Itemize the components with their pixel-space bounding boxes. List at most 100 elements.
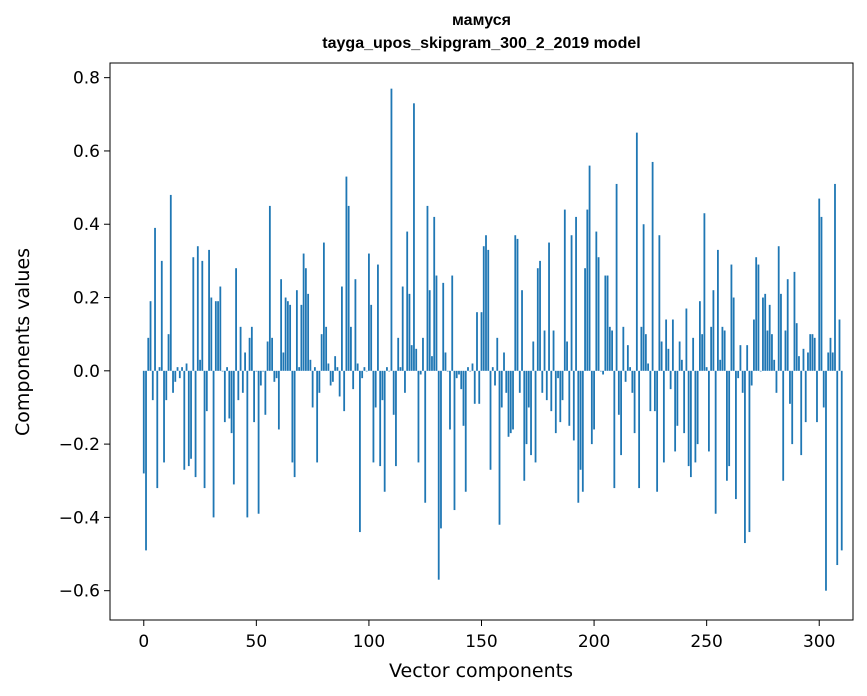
bar — [190, 370, 192, 459]
bar — [622, 326, 625, 371]
bar — [365, 370, 368, 372]
bar — [286, 301, 289, 371]
bar — [368, 253, 370, 371]
bar — [804, 370, 807, 423]
bar — [590, 370, 593, 445]
bar — [782, 370, 785, 481]
bar — [777, 246, 780, 371]
bar — [284, 297, 287, 371]
bar — [802, 348, 805, 371]
bar — [525, 370, 528, 445]
bar — [496, 337, 499, 371]
bar — [210, 297, 213, 371]
x-tick-label: 200 — [578, 632, 610, 652]
bar — [570, 235, 573, 371]
bar — [512, 370, 514, 430]
bar — [701, 334, 704, 371]
bar — [320, 334, 323, 371]
bar — [293, 370, 296, 478]
bar — [771, 334, 773, 371]
bar — [392, 370, 395, 415]
bar — [165, 370, 168, 401]
bar — [228, 370, 231, 419]
bar — [757, 264, 760, 371]
bar — [298, 367, 301, 371]
bar — [505, 370, 508, 393]
bar — [338, 370, 341, 397]
y-axis-ticks: −0.6 −0.4 −0.2 0.0 0.2 0.4 0.6 0.8 — [59, 69, 110, 602]
x-tick-label: 0 — [138, 632, 149, 652]
bar — [413, 103, 415, 371]
bar — [379, 370, 382, 467]
bar — [386, 367, 388, 371]
bar — [633, 370, 636, 434]
bar — [464, 370, 467, 492]
bar — [737, 370, 740, 379]
bar — [214, 301, 217, 371]
bar — [154, 227, 156, 371]
bar — [584, 268, 586, 371]
bar — [332, 370, 334, 382]
bar — [629, 367, 631, 371]
x-tick-label: 100 — [353, 632, 385, 652]
bar — [462, 370, 465, 426]
bar — [313, 367, 316, 371]
chart-title-line-1: мамуся — [452, 12, 511, 29]
bar — [568, 370, 571, 426]
bar — [703, 213, 706, 371]
bar — [651, 161, 654, 371]
bar — [518, 370, 521, 393]
bar — [408, 293, 411, 371]
bar — [404, 370, 406, 393]
bar — [246, 370, 249, 518]
bar — [485, 235, 487, 371]
bar — [780, 293, 782, 371]
bar — [383, 370, 386, 492]
bar — [363, 367, 366, 371]
bar — [437, 370, 440, 580]
y-tick-label: 0.2 — [73, 289, 100, 309]
bar — [302, 253, 305, 371]
bar — [444, 352, 447, 371]
bar — [181, 367, 183, 371]
bar — [476, 312, 478, 371]
bar — [282, 352, 285, 371]
bar — [264, 370, 267, 415]
bar — [741, 370, 744, 393]
bar — [428, 290, 431, 371]
bar — [631, 370, 634, 393]
bar — [561, 370, 564, 401]
bar — [257, 370, 260, 514]
bar — [816, 370, 818, 423]
bar — [552, 330, 555, 371]
bar — [273, 370, 276, 382]
bar — [825, 370, 827, 591]
bar — [559, 370, 562, 423]
bar — [543, 330, 546, 371]
bar — [566, 341, 568, 371]
bar — [291, 370, 294, 463]
bar — [593, 370, 595, 430]
bar — [370, 304, 373, 371]
bar — [626, 345, 629, 371]
bar — [205, 370, 208, 412]
bar — [145, 370, 147, 551]
bar — [467, 367, 469, 371]
bar — [750, 370, 753, 386]
bar — [147, 337, 150, 371]
bar — [151, 370, 154, 401]
bar — [604, 275, 607, 371]
bar — [671, 319, 674, 371]
bar — [653, 370, 656, 412]
bar — [449, 370, 451, 430]
bar — [372, 370, 375, 463]
y-tick-label: −0.6 — [59, 582, 100, 602]
bar — [579, 370, 582, 470]
bar — [730, 264, 733, 371]
bar — [239, 326, 242, 371]
bar — [764, 293, 767, 371]
bar — [230, 370, 233, 434]
bar — [192, 257, 195, 371]
bar — [658, 235, 661, 371]
